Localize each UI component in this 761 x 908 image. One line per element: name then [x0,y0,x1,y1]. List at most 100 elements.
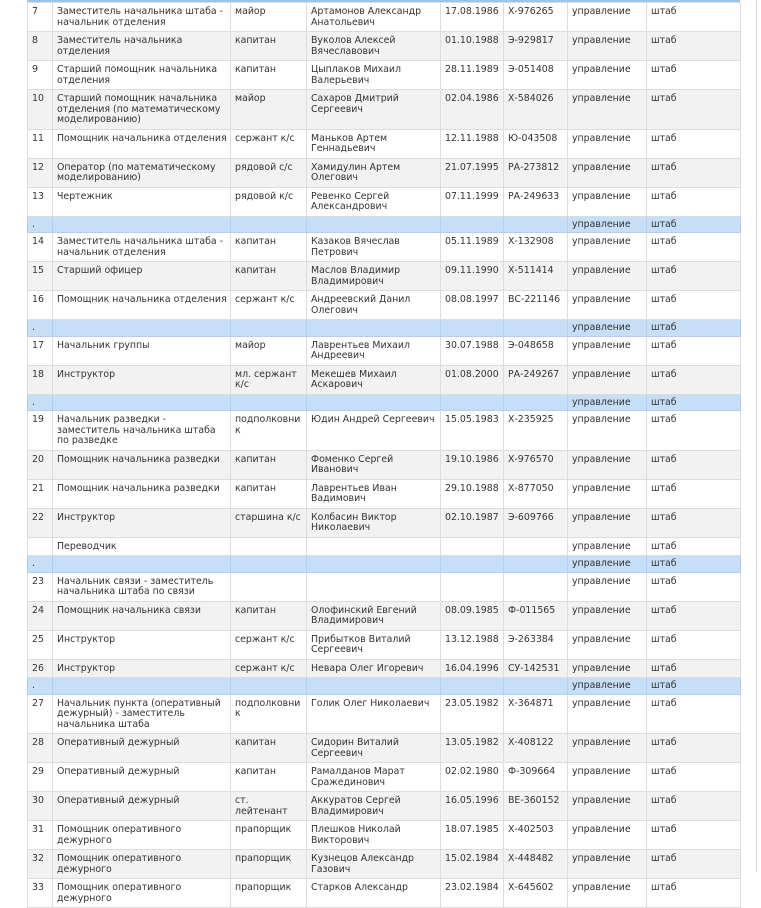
position: Заместитель начальника штаба - начальник… [52,232,231,262]
table-row: 8 Заместитель начальника отделения капитан… [27,31,741,61]
full-name [306,393,441,411]
full-name: Фоменко Сергей Иванович [306,449,441,480]
department: управление [567,658,647,678]
full-name: Сидорин Виталий Сергеевич [306,733,441,763]
row-number: 20 [27,449,53,480]
unit: штаб [646,2,741,32]
table-row: 31 Помощник оперативного дежурного прапорщ… [27,820,741,850]
position: Помощник начальника разведки [52,478,231,509]
id-number: Э-048658 [503,335,568,366]
table-row: 33 Помощник оперативного дежурного прапорщ… [27,878,741,908]
department: управление [567,31,647,61]
department: управление [567,157,647,188]
row-number: 19 [27,410,53,451]
table-row: 26 Инструктор сержант к/с Невара Олег Игоре… [27,658,741,678]
department: управление [567,261,647,291]
table-row: 29 Оперативный дежурный капитан Рамалданов … [27,762,741,792]
department: управление [567,60,647,90]
position: Оперативный дежурный [52,733,231,763]
table-row: 16 Помощник начальника отделения сержант к… [27,290,741,320]
unit: штаб [646,478,741,509]
row-number: 13 [27,186,53,217]
birth-date [440,215,504,233]
department: управление [567,410,647,451]
birth-date [440,677,504,695]
position: Начальник разведки - заместитель начальн… [52,410,231,451]
id-number: РА-249633 [503,186,568,217]
birth-date: 08.08.1997 [440,290,504,320]
id-number: Э-609766 [503,507,568,538]
department: управление [567,186,647,217]
table-row: 18 Инструктор мл. сержант к/с Мекешев Михаи… [27,364,741,395]
id-number: Э-263384 [503,629,568,660]
department: управление [567,215,647,233]
staff-table: 7 Заместитель начальника штаба - начальни… [27,2,741,908]
unit: штаб [646,555,741,573]
rank: сержант к/с [230,658,307,678]
unit: штаб [646,364,741,395]
department: управление [567,677,647,695]
full-name: Лаврентьев Иван Вадимович [306,478,441,509]
row-number: 33 [27,878,53,908]
table-row: 15 Старший офицер капитан Маслов Владимир В… [27,261,741,291]
id-number [503,571,568,602]
row-number [27,536,53,556]
table-row: 28 Оперативный дежурный капитан Сидорин Вит… [27,733,741,763]
birth-date: 12.11.1988 [440,128,504,159]
unit: штаб [646,261,741,291]
full-name: Маслов Владимир Владимирович [306,261,441,291]
rank [230,393,307,411]
full-name [306,555,441,573]
birth-date: 29.10.1988 [440,478,504,509]
rank: рядовой с/с [230,157,307,188]
full-name [306,215,441,233]
unit: штаб [646,290,741,320]
rank: капитан [230,733,307,763]
table-row: . управление штаб [27,215,741,233]
position: Оперативный дежурный [52,791,231,821]
id-number [503,319,568,337]
position: Старший помощник начальника отделения [52,60,231,90]
department: управление [567,507,647,538]
id-number: Х-511414 [503,261,568,291]
unit: штаб [646,658,741,678]
row-number: 32 [27,849,53,879]
department: управление [567,319,647,337]
table-row: . управление штаб [27,555,741,573]
birth-date: 05.11.1989 [440,232,504,262]
id-number: Х-877050 [503,478,568,509]
position: Инструктор [52,629,231,660]
full-name [306,571,441,602]
position [52,555,231,573]
row-number: 12 [27,157,53,188]
rank: старшина к/с [230,507,307,538]
unit: штаб [646,507,741,538]
table-row: 10 Старший помощник начальника отделения … [27,89,741,130]
table-row: 19 Начальник разведки - заместитель начал… [27,410,741,451]
unit: штаб [646,733,741,763]
full-name: Кузнецов Александр Газович [306,849,441,879]
id-number: Х-448482 [503,849,568,879]
position: Инструктор [52,658,231,678]
unit: штаб [646,393,741,411]
full-name [306,536,441,556]
unit: штаб [646,410,741,451]
rank: подполковник [230,693,307,734]
birth-date: 02.04.1986 [440,89,504,130]
full-name: Аккуратов Сергей Владимирович [306,791,441,821]
full-name: Маньков Артем Геннадьевич [306,128,441,159]
rank: прапорщик [230,820,307,850]
full-name: Вуколов Алексей Вячеславович [306,31,441,61]
department: управление [567,849,647,879]
row-number: 7 [27,2,53,32]
table-row: 9 Старший помощник начальника отделения ка… [27,60,741,90]
full-name: Голик Олег Николаевич [306,693,441,734]
birth-date: 17.08.1986 [440,2,504,32]
department: управление [567,791,647,821]
id-number: ВС-221146 [503,290,568,320]
unit: штаб [646,449,741,480]
full-name: Ревенко Сергей Александрович [306,186,441,217]
unit: штаб [646,571,741,602]
position: Помощник оперативного дежурного [52,849,231,879]
id-number: РА-249267 [503,364,568,395]
